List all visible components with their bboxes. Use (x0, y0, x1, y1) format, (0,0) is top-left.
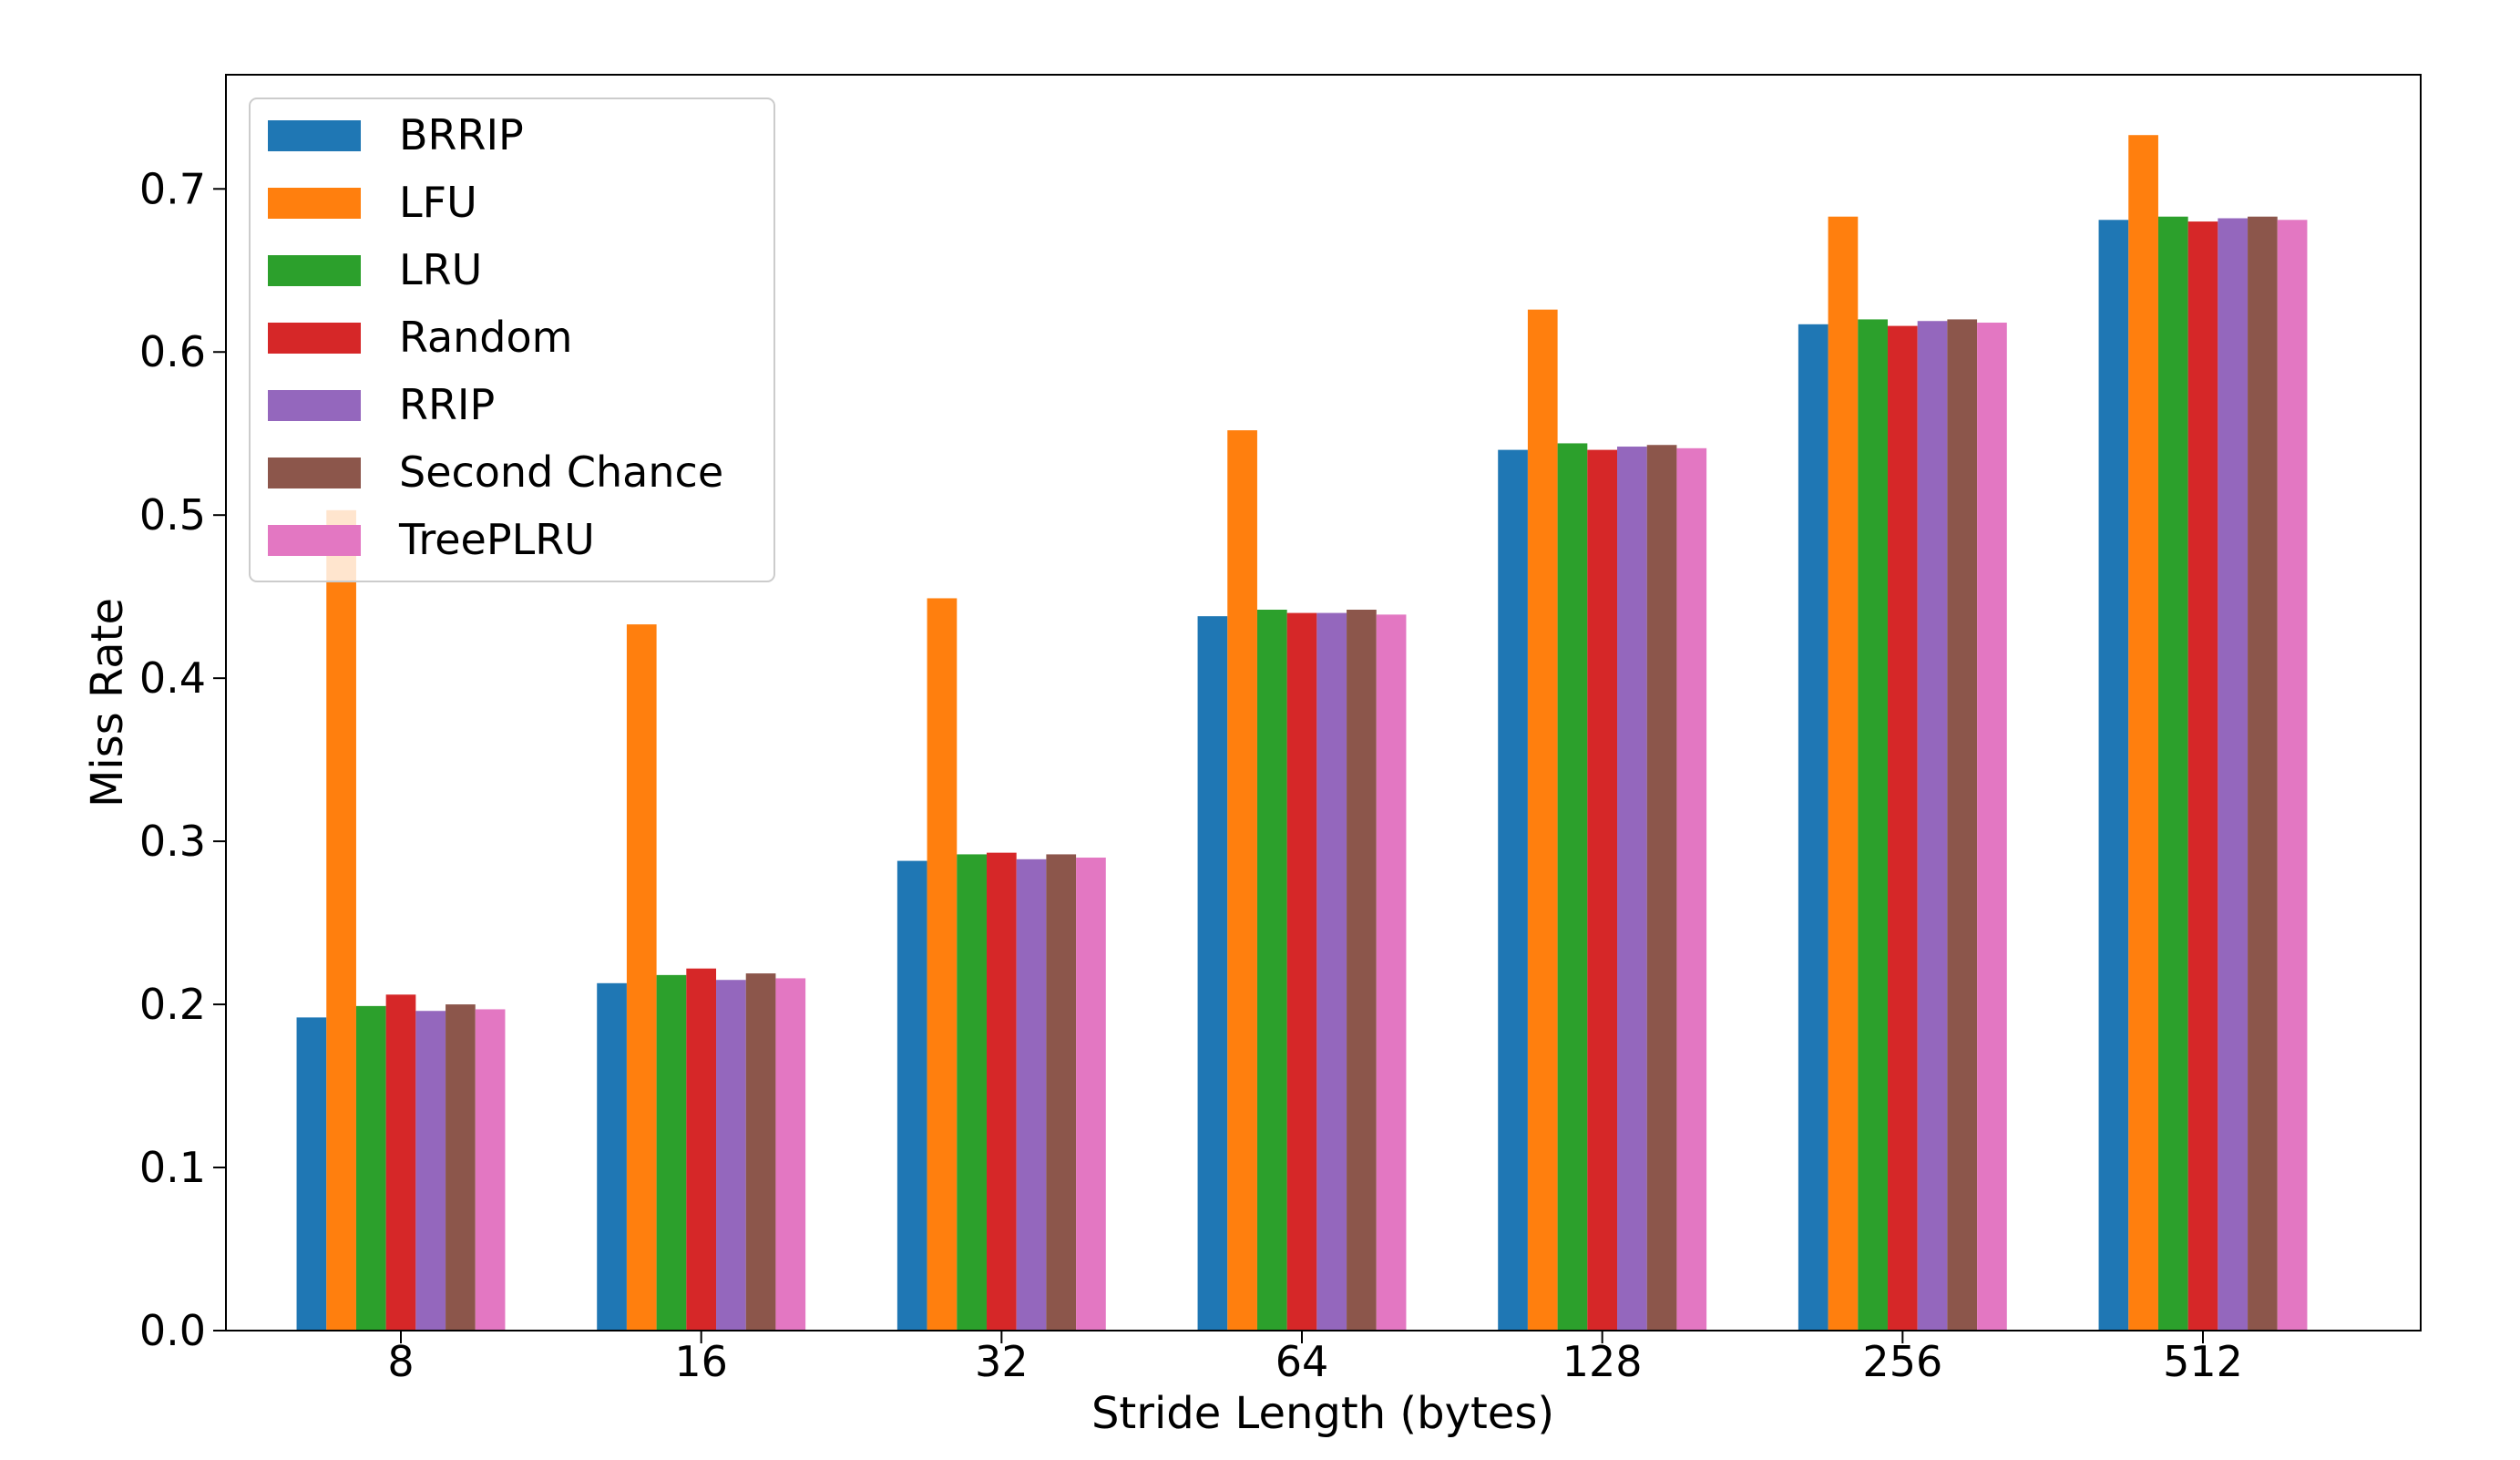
y-tick-label: 0.2 (139, 980, 206, 1029)
legend-swatch-lfu (268, 188, 361, 219)
bar-brrip-64 (1197, 616, 1228, 1331)
legend-swatch-lru (268, 255, 361, 286)
bar-random-64 (1286, 612, 1317, 1331)
bar-second-chance-512 (2248, 216, 2278, 1331)
bar-lfu-16 (626, 624, 657, 1331)
y-tick-label: 0.3 (139, 817, 206, 866)
y-tick-label: 0.1 (139, 1143, 206, 1192)
bar-random-256 (1887, 325, 1918, 1331)
bar-brrip-32 (896, 860, 927, 1331)
bar-treeplru-512 (2277, 220, 2308, 1331)
bar-second-chance-8 (446, 1004, 476, 1331)
bar-second-chance-32 (1046, 854, 1077, 1331)
bar-lru-256 (1858, 319, 1888, 1331)
bar-lru-64 (1256, 609, 1287, 1331)
bar-lfu-512 (2128, 135, 2158, 1331)
bar-brrip-512 (2098, 220, 2129, 1331)
legend-label: Random (399, 313, 572, 362)
bar-treeplru-64 (1376, 614, 1407, 1331)
plot-area-frame (225, 74, 2422, 1331)
bar-random-8 (385, 994, 416, 1331)
bar-treeplru-8 (475, 1009, 506, 1331)
y-axis: 0.0 0.1 0.2 0.3 0.4 0.5 0.6 0.7 (139, 164, 226, 1355)
legend-label: Second Chance (399, 447, 723, 497)
bar-rrip-128 (1617, 447, 1647, 1331)
bar-second-chance-64 (1347, 609, 1377, 1331)
bar-lfu-8 (326, 509, 356, 1331)
bar-rrip-32 (1016, 859, 1047, 1331)
y-axis-label: Miss Rate (82, 598, 133, 807)
x-axis-label: Stride Length (bytes) (1091, 1388, 1554, 1439)
legend-swatch-brrip (268, 120, 361, 151)
bar-rrip-256 (1917, 321, 1948, 1331)
legend: BRRIP LFU LRU Random RRIP Second Chance TreePL… (249, 98, 775, 582)
legend-swatch-rrip (268, 390, 361, 421)
bar-random-128 (1587, 449, 1618, 1331)
bar-brrip-8 (296, 1017, 327, 1331)
x-tick-label: 16 (674, 1337, 728, 1386)
bar-lru-16 (656, 974, 687, 1331)
y-tick-label: 0.0 (139, 1306, 206, 1355)
bars-layer (296, 135, 2308, 1331)
bar-second-chance-16 (745, 973, 776, 1331)
bar-rrip-8 (415, 1011, 446, 1331)
y-tick-label: 0.6 (139, 327, 206, 376)
legend-label: TreePLRU (398, 515, 595, 564)
bar-random-32 (986, 852, 1017, 1331)
bar-brrip-128 (1498, 449, 1528, 1331)
legend-frame (249, 98, 775, 582)
bar-random-512 (2187, 221, 2218, 1331)
bar-brrip-16 (597, 982, 627, 1331)
x-tick-label: 8 (387, 1337, 414, 1386)
y-tick-label: 0.4 (139, 653, 206, 703)
legend-label: BRRIP (399, 110, 524, 159)
legend-label: LFU (399, 178, 477, 227)
bar-lru-32 (957, 854, 987, 1331)
y-tick-label: 0.7 (139, 164, 206, 213)
legend-swatch-random (268, 323, 361, 354)
legend-swatch-treeplru (268, 525, 361, 556)
bar-lru-512 (2157, 216, 2188, 1331)
bar-brrip-256 (1798, 324, 1829, 1331)
x-tick-label: 64 (1275, 1337, 1329, 1386)
bar-treeplru-32 (1076, 858, 1106, 1331)
bar-treeplru-256 (1977, 323, 2007, 1331)
legend-label: LRU (399, 245, 482, 294)
bar-lru-128 (1557, 443, 1588, 1331)
bar-treeplru-128 (1676, 447, 1707, 1331)
bar-second-chance-128 (1646, 445, 1677, 1331)
bar-lru-8 (355, 1005, 386, 1331)
x-tick-label: 256 (1862, 1337, 1942, 1386)
x-tick-label: 32 (975, 1337, 1029, 1386)
legend-label: RRIP (399, 380, 495, 429)
y-tick-label: 0.5 (139, 490, 206, 540)
bar-rrip-64 (1316, 612, 1347, 1331)
bar-rrip-512 (2218, 218, 2249, 1331)
bar-second-chance-256 (1947, 319, 1978, 1331)
x-tick-label: 512 (2163, 1337, 2243, 1386)
x-tick-label: 128 (1562, 1337, 1643, 1386)
bar-treeplru-16 (775, 978, 806, 1331)
bar-lfu-32 (927, 598, 958, 1331)
bar-random-16 (686, 968, 717, 1331)
legend-swatch-second-chance (268, 458, 361, 488)
bar-lfu-64 (1227, 430, 1257, 1331)
x-axis: 8 16 32 64 128 256 512 (387, 1331, 2243, 1386)
bar-lfu-128 (1527, 309, 1558, 1331)
bar-rrip-16 (716, 980, 746, 1331)
bar-lfu-256 (1828, 216, 1859, 1331)
